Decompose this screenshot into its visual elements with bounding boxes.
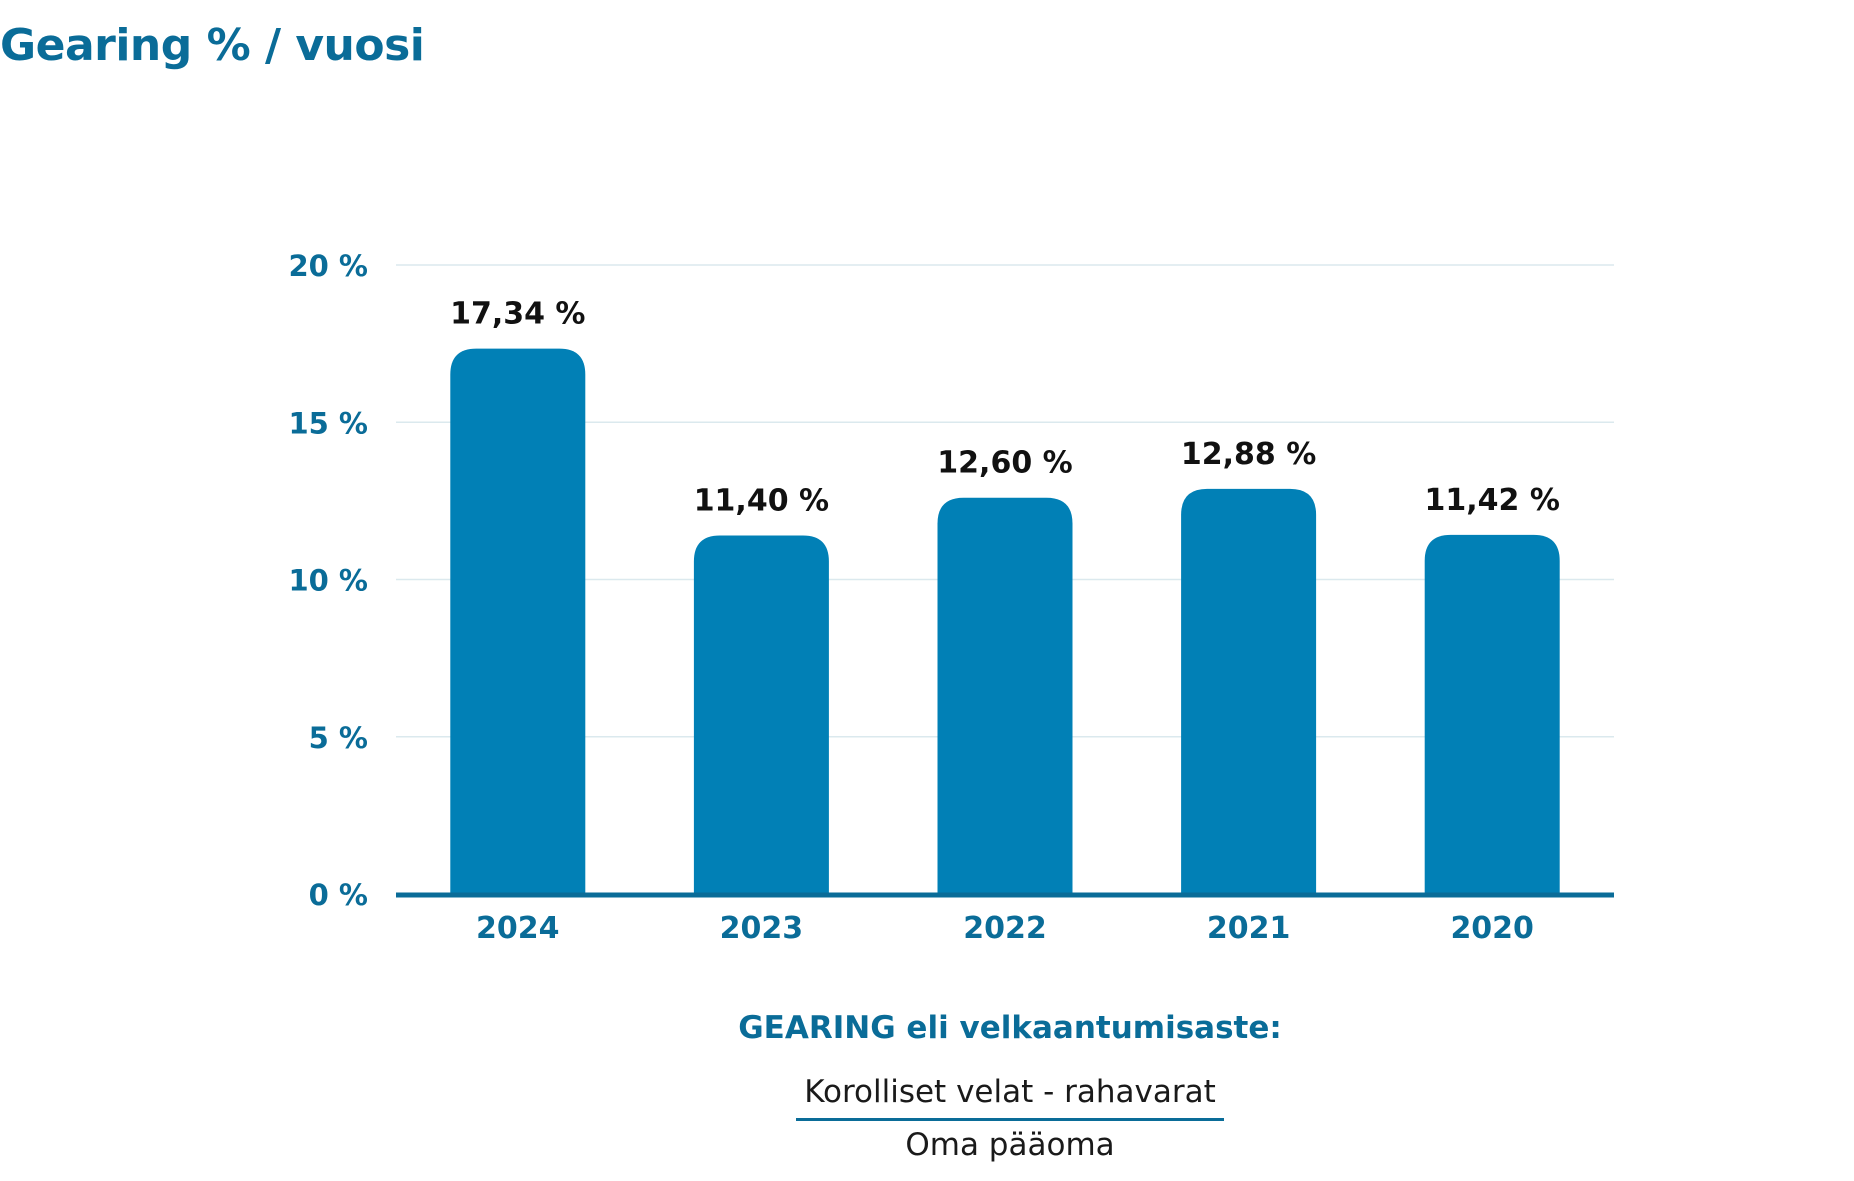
bar (1424, 534, 1560, 894)
x-tick-label: 2024 (476, 911, 560, 946)
formula-fraction: Korolliset velat - rahavarat Oma pääoma (796, 1074, 1224, 1163)
data-label: 12,88 % (1181, 437, 1316, 472)
bar (937, 497, 1073, 894)
formula-denominator: Oma pääoma (905, 1127, 1115, 1163)
y-tick-label: 10 % (288, 564, 368, 598)
y-tick-label: 15 % (288, 406, 368, 440)
bar (1181, 488, 1317, 894)
chart-title: Gearing % / vuosi (0, 20, 425, 71)
formula-numerator: Korolliset velat - rahavarat (796, 1074, 1224, 1121)
x-tick-label: 2022 (963, 911, 1047, 946)
data-label: 17,34 % (450, 297, 585, 332)
data-label: 12,60 % (937, 446, 1072, 481)
gearing-formula: GEARING eli velkaantumisaste: Korolliset… (738, 1010, 1282, 1163)
data-label: 11,42 % (1424, 483, 1559, 518)
bar (450, 348, 586, 895)
bar (693, 535, 829, 894)
x-tick-label: 2023 (720, 911, 804, 946)
x-tick-label: 2020 (1450, 911, 1534, 946)
bar-chart: 0 % 5 % 10 % 15 % 20 % 17,34 % 2024 11,40 % 2023… (288, 249, 1614, 946)
formula-title: GEARING eli velkaantumisaste: (738, 1010, 1282, 1046)
y-tick-label: 0 % (309, 878, 368, 912)
data-label: 11,40 % (694, 483, 829, 518)
y-tick-label: 20 % (288, 249, 368, 283)
x-tick-label: 2021 (1207, 911, 1291, 946)
y-tick-label: 5 % (309, 721, 368, 755)
